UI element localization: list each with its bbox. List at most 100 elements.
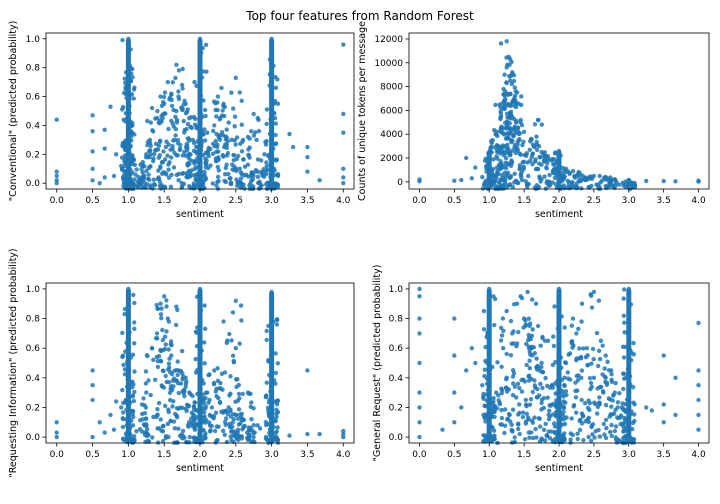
data-point xyxy=(587,376,593,381)
data-point xyxy=(523,318,528,323)
data-point xyxy=(590,432,595,437)
data-point xyxy=(167,356,172,361)
data-point xyxy=(611,393,616,398)
data-point xyxy=(673,412,678,418)
data-point xyxy=(239,98,244,104)
x-tick-label: 0.5 xyxy=(447,450,461,460)
data-point xyxy=(212,428,218,434)
data-point xyxy=(175,372,180,378)
data-point xyxy=(145,142,150,148)
data-point xyxy=(494,143,500,148)
data-point xyxy=(166,126,171,132)
data-point xyxy=(531,345,536,350)
x-tick-label: 3.5 xyxy=(300,196,314,206)
data-point xyxy=(417,420,422,425)
x-tick-label: 0.5 xyxy=(85,450,99,460)
data-point xyxy=(507,121,512,126)
data-point xyxy=(164,298,169,303)
data-point xyxy=(171,165,177,170)
data-point xyxy=(203,395,208,401)
data-point xyxy=(263,436,269,441)
data-point xyxy=(222,432,227,437)
data-point xyxy=(227,409,233,414)
data-point xyxy=(162,90,168,95)
data-point xyxy=(180,66,185,72)
data-point xyxy=(185,161,190,166)
data-point xyxy=(305,155,310,160)
data-point xyxy=(111,427,117,432)
data-point xyxy=(229,338,234,343)
data-point xyxy=(504,80,509,86)
subplot-2: 0.0 0.5 1.0 1.5 2.0 2.5 3.0 3.5 4.0 0 2000 4000 6000… xyxy=(357,21,710,220)
data-point xyxy=(523,397,528,403)
data-point xyxy=(501,346,506,351)
data-point xyxy=(566,376,571,381)
data-point xyxy=(224,145,229,151)
data-point xyxy=(527,358,532,363)
data-point xyxy=(502,106,507,112)
data-point xyxy=(586,415,591,420)
data-point xyxy=(224,439,230,445)
data-point xyxy=(512,85,517,90)
data-point xyxy=(528,336,533,342)
data-point xyxy=(170,80,175,85)
x-tick-label: 2.5 xyxy=(229,196,243,206)
data-point xyxy=(216,168,221,173)
data-point xyxy=(498,338,504,343)
data-point xyxy=(534,134,539,139)
data-point xyxy=(151,177,156,182)
data-point xyxy=(140,160,145,165)
data-point xyxy=(502,407,508,412)
data-point xyxy=(215,94,221,99)
data-point xyxy=(524,182,530,187)
data-point xyxy=(567,351,573,356)
data-point xyxy=(202,433,207,438)
data-point xyxy=(481,327,487,332)
data-point xyxy=(162,184,168,189)
data-point xyxy=(157,138,163,143)
data-point xyxy=(249,417,254,422)
y-tick-label: 12000 xyxy=(374,35,403,45)
data-point xyxy=(132,320,137,325)
data-point xyxy=(481,308,487,314)
y-tick-label: 0.4 xyxy=(26,121,41,131)
y-tick-label: 0.0 xyxy=(26,179,41,189)
data-point xyxy=(632,412,637,417)
x-axis-label: sentiment xyxy=(535,463,583,474)
data-point xyxy=(227,331,232,337)
data-point xyxy=(134,429,139,434)
data-point xyxy=(90,113,95,118)
data-point xyxy=(608,429,613,435)
data-point xyxy=(545,154,551,159)
data-point xyxy=(531,435,536,441)
data-column xyxy=(269,291,275,443)
data-point xyxy=(613,424,619,429)
x-tick-label: 4.0 xyxy=(336,450,351,460)
y-axis-label: "General Request" (predicted probability… xyxy=(372,265,383,462)
data-point xyxy=(179,432,184,437)
data-point xyxy=(574,356,579,361)
data-point xyxy=(534,435,539,440)
y-tick-label: 10000 xyxy=(374,59,403,69)
data-point xyxy=(203,326,208,331)
data-point xyxy=(161,348,166,353)
data-point xyxy=(222,113,227,119)
data-point xyxy=(223,172,228,177)
data-point xyxy=(508,318,514,324)
y-axis-label: Counts of unique tokens per message xyxy=(357,21,368,201)
data-point xyxy=(613,380,618,386)
data-point xyxy=(237,166,242,171)
data-point xyxy=(108,104,113,109)
data-point xyxy=(168,184,174,189)
data-point xyxy=(596,348,602,353)
data-point xyxy=(585,353,590,358)
subplot-4: 0.0 0.5 1.0 1.5 2.0 2.5 3.0 3.5 4.0 0.0 0.2 0.4 0.6 0… xyxy=(372,265,710,474)
data-point xyxy=(193,159,198,164)
data-point xyxy=(502,430,507,436)
data-point xyxy=(609,422,614,428)
data-point xyxy=(159,119,164,124)
data-point xyxy=(265,167,270,172)
data-point xyxy=(545,433,550,439)
data-point xyxy=(141,396,146,401)
